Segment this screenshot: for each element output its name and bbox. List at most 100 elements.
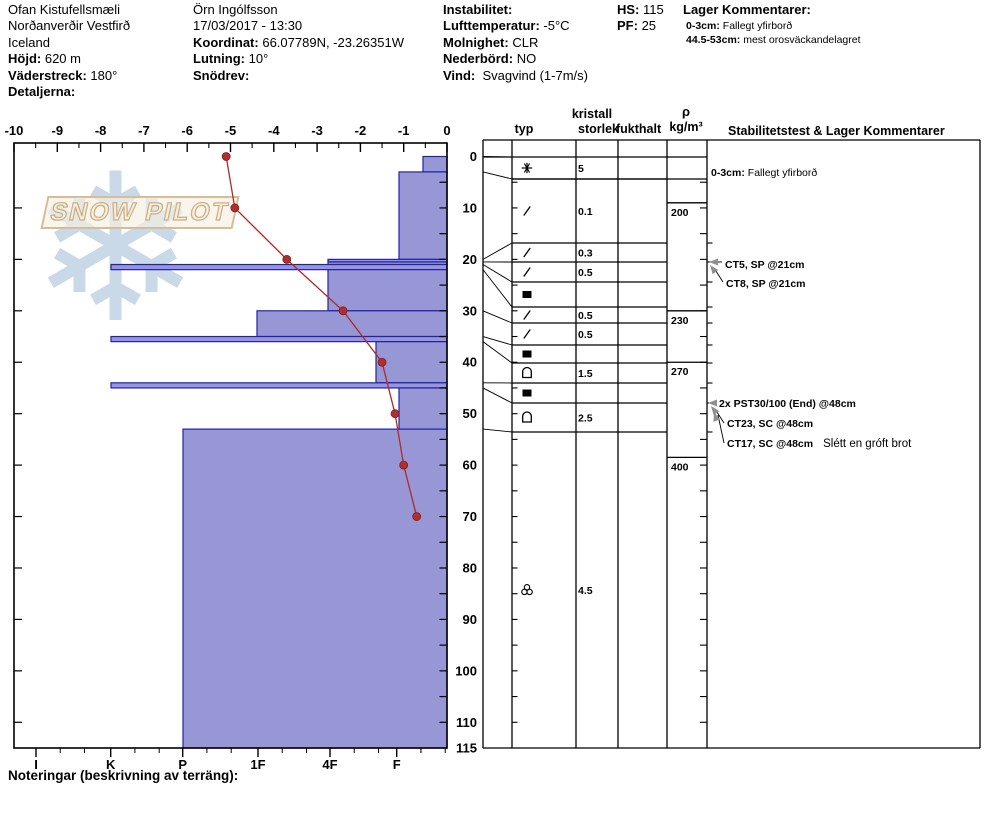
grain-size-value: 0.5 bbox=[578, 310, 593, 322]
stability-layer-comment: 0-3cm: Fallegt yfirborð bbox=[711, 167, 817, 179]
grain-icon-decomposing bbox=[523, 329, 531, 339]
leader-line bbox=[482, 341, 513, 364]
depth-label: 110 bbox=[456, 715, 477, 730]
header-hs-pf-column: HS: 115 PF: 25 bbox=[617, 2, 664, 35]
grain-size-value: 5 bbox=[578, 163, 584, 175]
grain-size-value: 0.5 bbox=[578, 267, 593, 279]
sky-cover-line: Molnighet: CLR bbox=[443, 34, 539, 50]
observer-name: Örn Ingólfsson bbox=[193, 2, 278, 17]
depth-label: 40 bbox=[463, 355, 477, 370]
temperature-point-1 bbox=[230, 203, 240, 213]
grain-icon-depth-hoar bbox=[522, 366, 532, 379]
depth-label: 90 bbox=[463, 612, 477, 627]
test-arrow-icon bbox=[713, 412, 721, 422]
temp-axis-label: -7 bbox=[138, 123, 150, 138]
leader-line bbox=[482, 336, 513, 346]
stability-test-label: 2x PST30/100 (End) @48cm bbox=[719, 398, 856, 410]
layer-bar-11 bbox=[398, 387, 448, 430]
grain-icon-decomposing bbox=[523, 267, 531, 277]
layer-bar-12 bbox=[182, 428, 448, 749]
temp-axis-label: -8 bbox=[95, 123, 107, 138]
test-arrow-icon bbox=[711, 406, 720, 416]
layer-bar-1 bbox=[422, 155, 448, 173]
elevation-line: Höjd: 620 m bbox=[8, 51, 81, 67]
temp-axis-label: -10 bbox=[5, 123, 24, 138]
chart-axes: -10 -9 -8 -7 -6 -5 -4 -3 -2 -1 0I K P 1F 4F F0102030405… bbox=[5, 123, 477, 772]
test-arrow-icon bbox=[710, 265, 719, 275]
header-layer-comments-column: Lager Kommentarer: 0-3cm: Fallegt yfirbo… bbox=[683, 2, 861, 47]
wind-line: Vind: Svagvind (1-7m/s) bbox=[443, 67, 588, 83]
layer-comments-title: Lager Kommentarer: bbox=[683, 2, 811, 17]
depth-label: 10 bbox=[463, 200, 477, 215]
hardness-axis-label: 1F bbox=[250, 757, 265, 772]
leader-line bbox=[482, 269, 513, 308]
leader-line bbox=[482, 156, 513, 158]
grain-icon-new-snow bbox=[521, 162, 533, 174]
stability-test-label: CT23, SC @48cm bbox=[727, 418, 813, 430]
layer-bar-10 bbox=[110, 382, 448, 389]
pit-title: Ofan Kistufellsmæli bbox=[8, 2, 120, 17]
temperature-point-2 bbox=[282, 254, 292, 264]
coordinates-line: Koordinat: 66.07789N, -23.26351W bbox=[193, 34, 404, 50]
grain-size-value: 0.3 bbox=[578, 248, 593, 260]
temperature-point-0 bbox=[221, 152, 231, 161]
temperature-point-4 bbox=[377, 357, 387, 367]
grain-icon-decomposing bbox=[523, 247, 531, 258]
temp-axis-label: -3 bbox=[311, 123, 323, 138]
pit-country: Iceland bbox=[8, 34, 50, 50]
header-observer-column: Örn Ingólfsson 17/03/2017 - 13:30 Koordi… bbox=[193, 2, 404, 84]
stability-test-label: CT8, SP @21cm bbox=[726, 278, 806, 290]
grain-table: 5 0.1 0.3 0.5 0.5 0.5 1.5 2.5 4.5 200 230 270 400 typ… bbox=[482, 104, 981, 749]
hardness-axis-label: I bbox=[34, 757, 38, 772]
aspect-line: Väderstreck: 180° bbox=[8, 67, 118, 83]
grain-icon-melt-cluster bbox=[521, 584, 533, 596]
column-header-storlek: storlek bbox=[578, 122, 619, 136]
grain-size-value: 0.1 bbox=[578, 206, 593, 218]
hardness-axis-label: F bbox=[393, 757, 401, 772]
stability-tests: 0-3cm: Fallegt yfirborð CT5, SP @21cm CT8,… bbox=[708, 167, 912, 450]
grain-icon-decomposing bbox=[523, 206, 531, 216]
grain-icon-ice bbox=[522, 350, 532, 358]
column-header-kristall: kristall bbox=[572, 107, 612, 121]
precipitation-line: Nederbörd: NO bbox=[443, 51, 537, 67]
temp-axis-label: -2 bbox=[355, 123, 367, 138]
grain-size-value: 0.5 bbox=[578, 329, 593, 341]
depth-label: 70 bbox=[463, 509, 477, 524]
hardness-axis-label: P bbox=[178, 757, 187, 772]
leader-line bbox=[482, 242, 513, 260]
leader-line bbox=[482, 171, 513, 180]
hs-line: HS: 115 bbox=[617, 2, 664, 17]
depth-label: 20 bbox=[463, 252, 477, 267]
instability-line: Instabilitet: bbox=[443, 2, 513, 17]
depth-label: 50 bbox=[463, 406, 477, 421]
density-value: 230 bbox=[671, 315, 689, 327]
hardness-axis-label: K bbox=[106, 757, 116, 772]
test-arrow-icon bbox=[708, 399, 717, 407]
layer-comment-1: 0-3cm: Fallegt yfirborð bbox=[686, 20, 793, 33]
pf-line: PF: 25 bbox=[617, 18, 657, 34]
layer-bar-2 bbox=[398, 171, 448, 260]
leader-line bbox=[482, 387, 513, 404]
leader-line bbox=[482, 310, 513, 324]
temperature-point-6 bbox=[399, 460, 409, 470]
layer-bar-9 bbox=[375, 341, 448, 384]
grain-size-value: 1.5 bbox=[578, 368, 593, 380]
temp-axis-label: -1 bbox=[398, 123, 410, 138]
temperature-point-3 bbox=[338, 306, 348, 316]
layer-bar-6 bbox=[327, 269, 448, 312]
depth-label: 100 bbox=[455, 663, 477, 678]
depth-label: 60 bbox=[463, 458, 477, 473]
hardness-bars bbox=[110, 155, 448, 749]
column-header-density-unit: kg/m³ bbox=[669, 120, 702, 134]
leader-line bbox=[482, 428, 513, 433]
stability-test-label: CT5, SP @21cm bbox=[725, 259, 805, 271]
column-header-fukthalt: fukthalt bbox=[616, 122, 662, 136]
temp-axis-label: -5 bbox=[225, 123, 237, 138]
temp-axis-label: -9 bbox=[52, 123, 64, 138]
column-header-stability: Stabilitetstest & Lager Kommentarer bbox=[728, 124, 945, 138]
hardness-axis-label: 4F bbox=[322, 757, 337, 772]
temp-axis-label: -6 bbox=[181, 123, 193, 138]
details-line: Detaljerna: bbox=[8, 84, 76, 100]
